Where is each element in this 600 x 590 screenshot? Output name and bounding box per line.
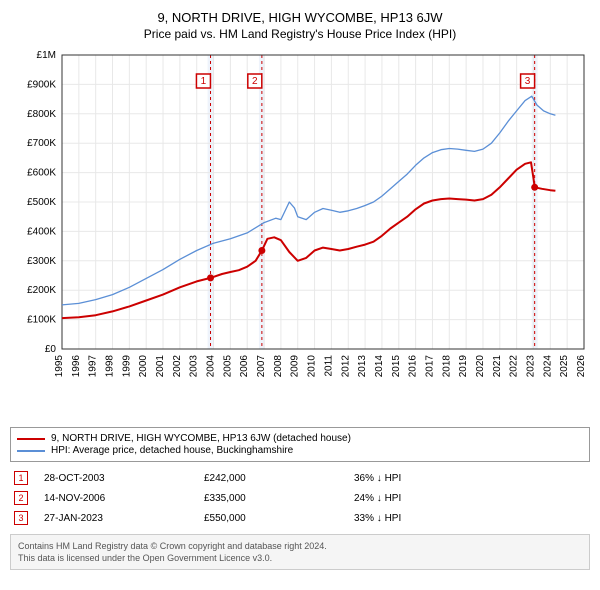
sale-price: £550,000	[200, 508, 350, 528]
svg-text:2011: 2011	[323, 355, 334, 377]
legend-item: HPI: Average price, detached house, Buck…	[17, 445, 583, 456]
svg-text:2025: 2025	[559, 355, 570, 378]
legend-swatch	[17, 450, 45, 452]
svg-text:2023: 2023	[525, 355, 536, 378]
svg-text:£300K: £300K	[27, 256, 56, 267]
svg-text:2: 2	[252, 76, 258, 87]
legend-label: HPI: Average price, detached house, Buck…	[51, 445, 293, 456]
svg-text:2006: 2006	[239, 355, 250, 378]
svg-text:2024: 2024	[542, 355, 553, 378]
svg-text:2018: 2018	[441, 355, 452, 378]
svg-text:2005: 2005	[222, 355, 233, 378]
sale-marker-icon: 2	[14, 491, 28, 505]
sale-marker-icon: 1	[14, 471, 28, 485]
svg-text:£800K: £800K	[27, 109, 56, 120]
svg-text:£100K: £100K	[27, 315, 56, 326]
svg-text:1999: 1999	[121, 355, 132, 378]
sale-marker-icon: 3	[14, 511, 28, 525]
svg-text:2017: 2017	[424, 355, 435, 378]
svg-text:1995: 1995	[54, 355, 65, 378]
svg-text:£400K: £400K	[27, 226, 56, 237]
svg-text:1997: 1997	[88, 355, 99, 378]
svg-text:£500K: £500K	[27, 197, 56, 208]
sale-date: 14-NOV-2006	[40, 488, 200, 508]
sale-row: 3 27-JAN-2023£550,00033% ↓ HPI	[10, 508, 590, 528]
svg-text:2016: 2016	[408, 355, 419, 378]
legend-swatch	[17, 438, 45, 440]
chart-area: £0 £100K £200K £300K £400K £500K £600K £700K £80…	[10, 49, 590, 419]
svg-text:2020: 2020	[475, 355, 486, 378]
svg-text:2003: 2003	[189, 355, 200, 378]
sale-price: £335,000	[200, 488, 350, 508]
svg-text:2008: 2008	[273, 355, 284, 378]
svg-text:2012: 2012	[340, 355, 351, 378]
svg-text:2004: 2004	[206, 355, 217, 378]
svg-text:1: 1	[201, 76, 207, 87]
chart-subtitle: Price paid vs. HM Land Registry's House …	[10, 27, 590, 41]
svg-text:2002: 2002	[172, 355, 183, 378]
legend: 9, NORTH DRIVE, HIGH WYCOMBE, HP13 6JW (…	[10, 427, 590, 462]
svg-text:2019: 2019	[458, 355, 469, 378]
sale-date: 28-OCT-2003	[40, 468, 200, 488]
sale-row: 2 14-NOV-2006£335,00024% ↓ HPI	[10, 488, 590, 508]
svg-text:1998: 1998	[105, 355, 116, 378]
svg-text:£200K: £200K	[27, 285, 56, 296]
chart-container: 9, NORTH DRIVE, HIGH WYCOMBE, HP13 6JW P…	[0, 0, 600, 580]
svg-text:2013: 2013	[357, 355, 368, 378]
svg-text:2015: 2015	[391, 355, 402, 378]
sale-price: £242,000	[200, 468, 350, 488]
svg-text:2022: 2022	[509, 355, 520, 378]
svg-text:2026: 2026	[576, 355, 587, 378]
sale-hpi-diff: 36% ↓ HPI	[350, 468, 590, 488]
attribution-footer: Contains HM Land Registry data © Crown c…	[10, 534, 590, 570]
legend-label: 9, NORTH DRIVE, HIGH WYCOMBE, HP13 6JW (…	[51, 433, 351, 444]
sale-hpi-diff: 33% ↓ HPI	[350, 508, 590, 528]
svg-text:£900K: £900K	[27, 79, 56, 90]
svg-text:2000: 2000	[138, 355, 149, 378]
legend-item: 9, NORTH DRIVE, HIGH WYCOMBE, HP13 6JW (…	[17, 433, 583, 444]
svg-text:2009: 2009	[290, 355, 301, 378]
sale-row: 1 28-OCT-2003£242,00036% ↓ HPI	[10, 468, 590, 488]
line-chart: £0 £100K £200K £300K £400K £500K £600K £700K £80…	[10, 49, 590, 419]
svg-text:2014: 2014	[374, 355, 385, 378]
svg-text:2001: 2001	[155, 355, 166, 378]
svg-text:2021: 2021	[492, 355, 503, 378]
footer-line1: Contains HM Land Registry data © Crown c…	[18, 540, 582, 552]
svg-text:3: 3	[525, 76, 531, 87]
sale-hpi-diff: 24% ↓ HPI	[350, 488, 590, 508]
svg-text:£1M: £1M	[37, 50, 56, 61]
svg-text:2010: 2010	[307, 355, 318, 378]
svg-text:£0: £0	[45, 344, 57, 355]
chart-title: 9, NORTH DRIVE, HIGH WYCOMBE, HP13 6JW	[10, 10, 590, 25]
sales-table: 1 28-OCT-2003£242,00036% ↓ HPI 2 14-NOV-200…	[10, 468, 590, 528]
footer-line2: This data is licensed under the Open Gov…	[18, 552, 582, 564]
svg-text:£700K: £700K	[27, 138, 56, 149]
sale-date: 27-JAN-2023	[40, 508, 200, 528]
svg-text:1996: 1996	[71, 355, 82, 378]
svg-text:£600K: £600K	[27, 168, 56, 179]
svg-text:2007: 2007	[256, 355, 267, 378]
